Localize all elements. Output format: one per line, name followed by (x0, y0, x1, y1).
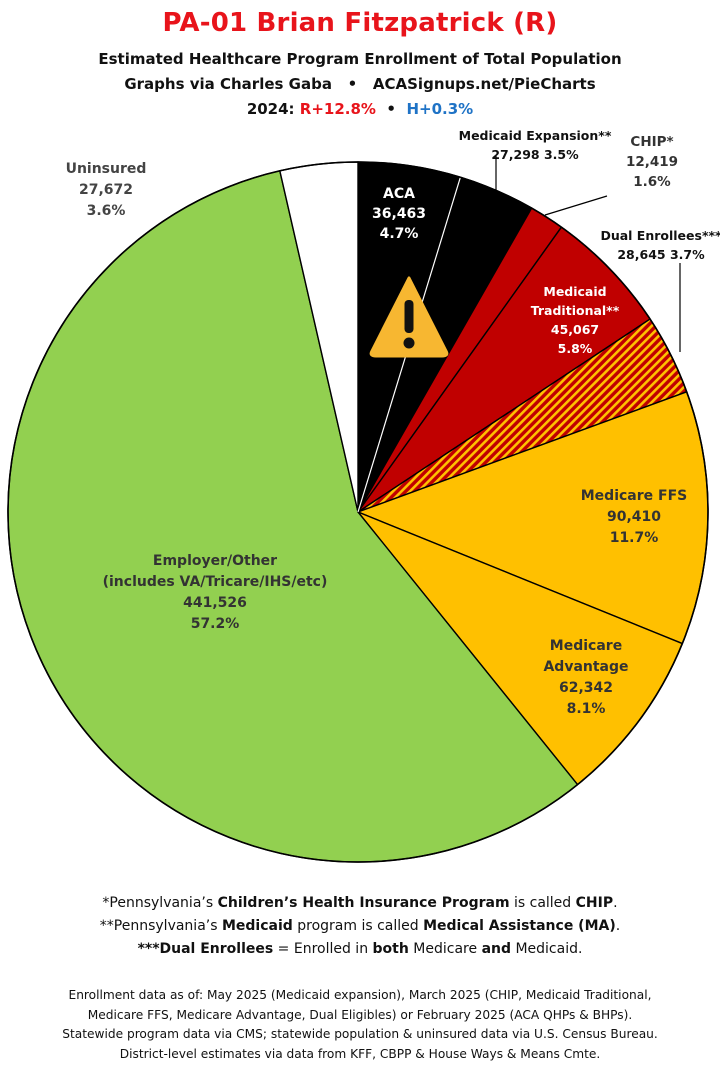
footnote-chip: *Pennsylvania’s Children’s Health Insura… (102, 895, 618, 911)
year-label: 2024: (246, 100, 300, 118)
pie-chart: ACA 36,463 4.7% Medicaid Expansion** 27,298 … (7, 128, 720, 863)
pie-slices (7, 161, 709, 863)
chart-subtitle: Estimated Healthcare Program Enrollment … (98, 50, 622, 68)
footnote-medicaid: **Pennsylvania’s Medicaid program is cal… (99, 918, 621, 934)
footnote-dual: ***Dual Enrollees = Enrolled in both Med… (137, 941, 583, 957)
bullet-separator: • (347, 75, 358, 93)
source-line-2: Medicare FFS, Medicare Advantage, Dual E… (87, 1007, 633, 1022)
data-sources: Enrollment data as of: May 2025 (Medicai… (0, 986, 720, 1064)
page-title: PA-01 Brian Fitzpatrick (R) (162, 8, 558, 38)
credit-url: ACASignups.net/PieCharts (372, 75, 596, 93)
slice-label-employer-other: Employer/Other (includes VA/Tricare/IHS/e… (103, 553, 328, 632)
slice-label-medicaid-expansion: Medicaid Expansion** 27,298 3.5% (459, 128, 612, 162)
r-margin: R+12.8% (299, 100, 376, 118)
leader-line-chip (544, 195, 608, 216)
slice-label-medicare-advantage: Medicare Advantage 62,342 8.1% (543, 638, 628, 717)
source-line-4: District-level estimates via data from K… (119, 1046, 601, 1061)
credit-line: Graphs via Charles Gaba • ACASignups.net… (0, 75, 720, 93)
slice-label-dual-enrollees: Dual Enrollees*** 28,645 3.7% (600, 228, 720, 262)
slice-label-medicare-ffs: Medicare FFS 90,410 11.7% (581, 488, 687, 546)
credit-author: Graphs via Charles Gaba (124, 75, 332, 93)
pie-outline (7, 161, 709, 863)
h-margin: H+0.3% (406, 100, 474, 118)
slice-label-aca: ACA 36,463 4.7% (372, 186, 426, 242)
slice-label-medicaid-traditional: Medicaid Traditional** 45,067 5.8% (531, 284, 620, 356)
source-line-3: Statewide program data via CMS; statewid… (62, 1027, 658, 1041)
footnotes: *Pennsylvania’s Children’s Health Insura… (0, 892, 720, 961)
bullet-separator: • (386, 100, 396, 118)
pie-labels: ACA 36,463 4.7% Medicaid Expansion** 27,298 … (66, 128, 720, 717)
warning-icon (369, 276, 449, 358)
source-line-1: Enrollment data as of: May 2025 (Medicai… (68, 988, 652, 1002)
slice-label-chip: CHIP* 12,419 1.6% (626, 134, 678, 190)
margin-line: 2024: R+12.8% • H+0.3% (0, 100, 720, 118)
slice-label-uninsured: Uninsured 27,672 3.6% (66, 161, 147, 219)
